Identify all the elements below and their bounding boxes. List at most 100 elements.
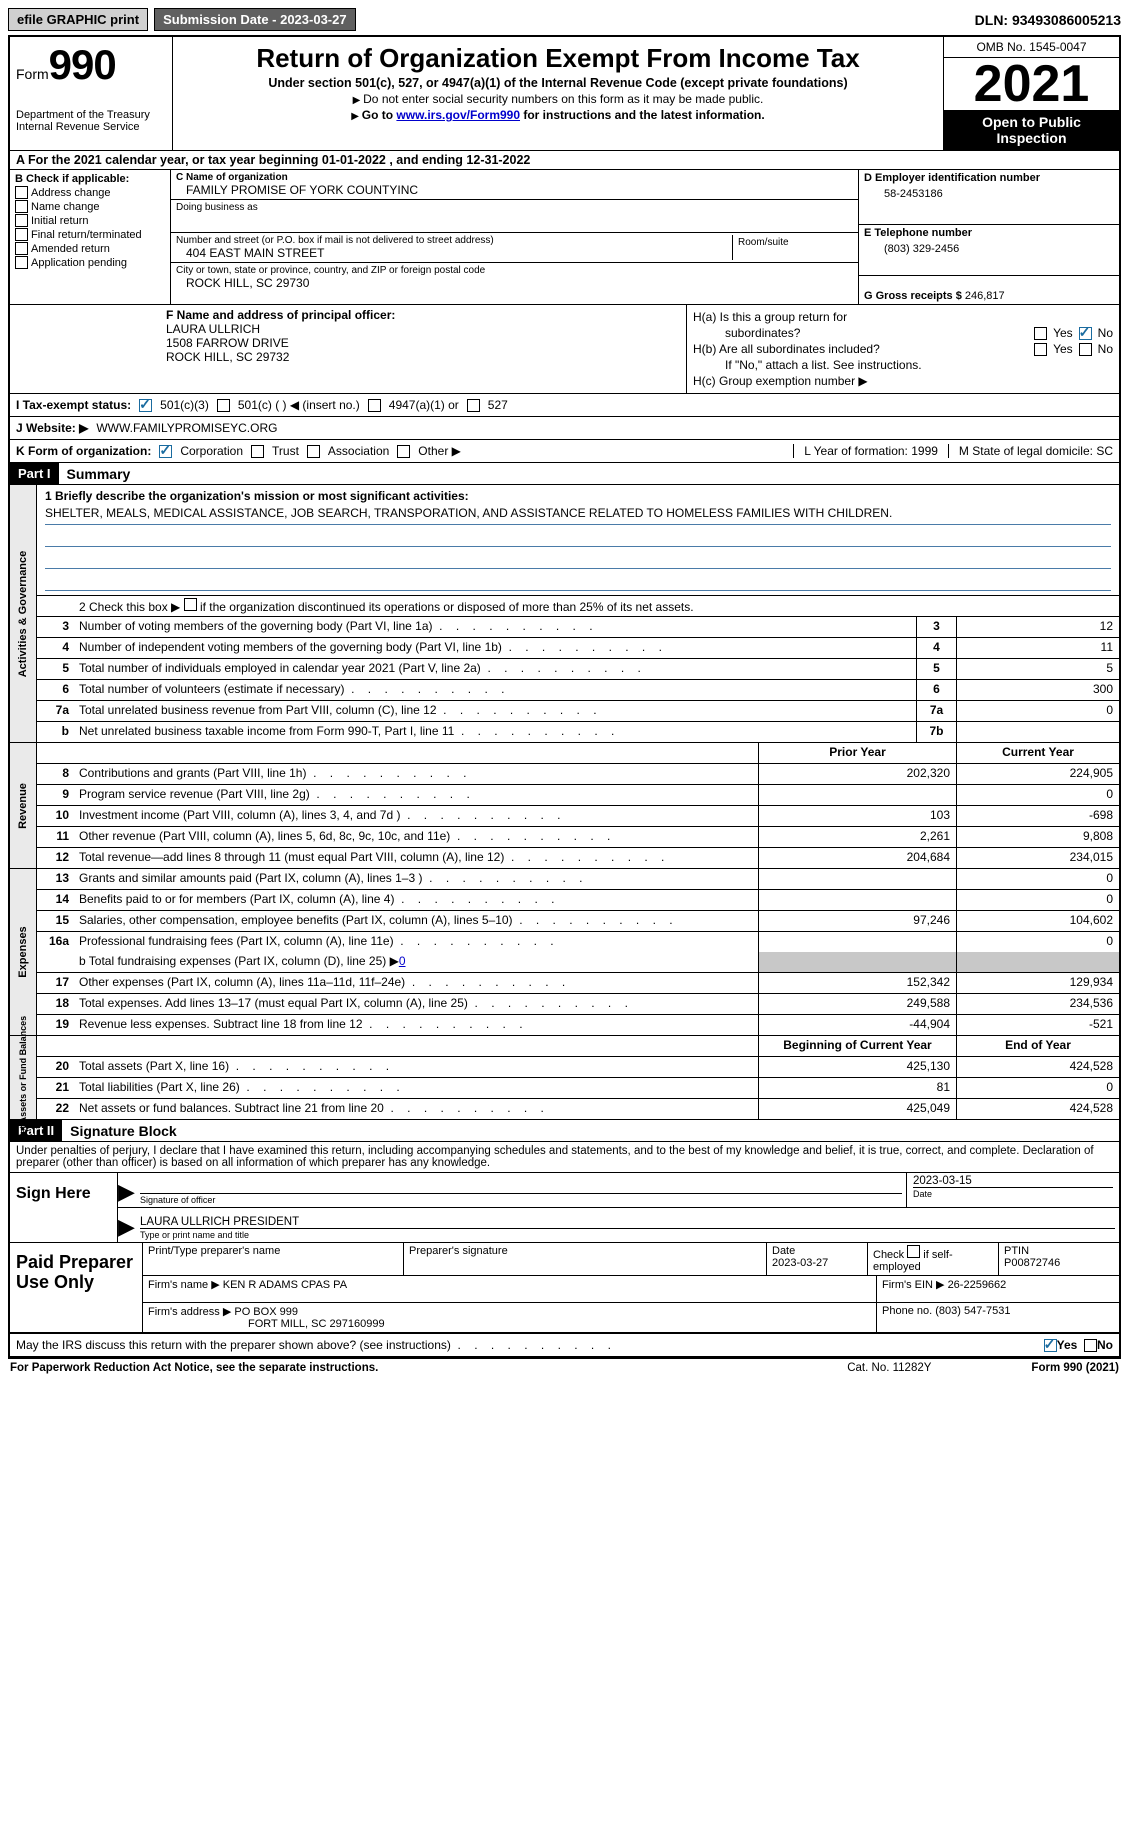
checkbox-501c[interactable]: [217, 399, 230, 412]
checkbox-hb-no[interactable]: [1079, 343, 1092, 356]
officer-name-title: LAURA ULLRICH PRESIDENT: [140, 1210, 1115, 1228]
table-row: 6 Total number of volunteers (estimate i…: [37, 680, 1119, 701]
gross-label: G Gross receipts $: [864, 290, 962, 302]
table-row: 19 Revenue less expenses. Subtract line …: [37, 1015, 1119, 1035]
prep-date: 2023-03-27: [772, 1257, 828, 1269]
arrow-icon: ▶: [118, 1208, 136, 1242]
table-row: b Net unrelated business taxable income …: [37, 722, 1119, 742]
table-row: 10 Investment income (Part VIII, column …: [37, 806, 1119, 827]
form-header: Form990 Department of the Treasury Inter…: [10, 37, 1119, 151]
form-number: 990: [49, 41, 116, 88]
firm-phone: (803) 547-7531: [935, 1305, 1010, 1317]
table-row: 22 Net assets or fund balances. Subtract…: [37, 1099, 1119, 1119]
checkbox-app-pending[interactable]: [15, 256, 28, 269]
table-row: 13 Grants and similar amounts paid (Part…: [37, 869, 1119, 890]
dept-treasury: Department of the Treasury: [16, 109, 166, 121]
officer-addr1: 1508 FARROW DRIVE: [166, 336, 680, 350]
room-label: Room/suite: [738, 237, 848, 248]
part-ii-header: Part II Signature Block: [10, 1120, 1119, 1142]
checkbox-final-return[interactable]: [15, 228, 28, 241]
col-prior-year: Prior Year: [758, 743, 956, 763]
paid-preparer-label: Paid Preparer Use Only: [10, 1243, 143, 1332]
discuss-row: May the IRS discuss this return with the…: [10, 1333, 1119, 1357]
form-label: Form: [16, 66, 49, 82]
website-row: J Website: ▶ WWW.FAMILYPROMISEYC.ORG: [10, 417, 1119, 440]
dba-label: Doing business as: [176, 202, 853, 213]
city-state-zip: ROCK HILL, SC 29730: [176, 276, 853, 290]
checkbox-address-change[interactable]: [15, 186, 28, 199]
checkbox-initial-return[interactable]: [15, 214, 28, 227]
irs-link[interactable]: www.irs.gov/Form990: [396, 108, 520, 122]
form-of-org-row: K Form of organization: Corporation Trus…: [10, 440, 1119, 463]
irs-label: Internal Revenue Service: [16, 121, 166, 133]
goto-note: Go to www.irs.gov/Form990 for instructio…: [181, 108, 935, 122]
group-exemption: H(c) Group exemption number ▶: [693, 374, 868, 388]
ptin: P00872746: [1004, 1257, 1060, 1269]
table-row: 15 Salaries, other compensation, employe…: [37, 911, 1119, 932]
officer-group-row: F Name and address of principal officer:…: [10, 305, 1119, 394]
addr-label: Number and street (or P.O. box if mail i…: [176, 235, 732, 246]
part-i-header: Part I Summary: [10, 463, 1119, 485]
officer-name: LAURA ULLRICH: [166, 322, 680, 336]
arrow-icon: ▶: [118, 1173, 136, 1207]
col-begin-year: Beginning of Current Year: [758, 1036, 956, 1056]
side-revenue: Revenue: [10, 743, 37, 868]
table-row: 8 Contributions and grants (Part VIII, l…: [37, 764, 1119, 785]
checkbox-amended[interactable]: [15, 242, 28, 255]
checkbox-527[interactable]: [467, 399, 480, 412]
checkbox-ha-no[interactable]: [1079, 327, 1092, 340]
section-a: A For the 2021 calendar year, or tax yea…: [10, 151, 1119, 170]
firm-ein: 26-2259662: [948, 1279, 1007, 1291]
table-row: 14 Benefits paid to or for members (Part…: [37, 890, 1119, 911]
table-row: 7a Total unrelated business revenue from…: [37, 701, 1119, 722]
firm-addr: PO BOX 999: [234, 1306, 298, 1318]
ssn-note: Do not enter social security numbers on …: [181, 92, 935, 106]
table-row: 11 Other revenue (Part VIII, column (A),…: [37, 827, 1119, 848]
side-activities: Activities & Governance: [10, 485, 37, 742]
line-2: 2 Check this box ▶ if the organization d…: [75, 596, 1119, 616]
table-row: 20 Total assets (Part X, line 16) 425,13…: [37, 1057, 1119, 1078]
website-url: WWW.FAMILYPROMISEYC.ORG: [96, 421, 277, 435]
city-label: City or town, state or province, country…: [176, 265, 853, 276]
form-title: Return of Organization Exempt From Incom…: [181, 43, 935, 74]
table-row: 21 Total liabilities (Part X, line 26) 8…: [37, 1078, 1119, 1099]
mission-label: 1 Briefly describe the organization's mi…: [45, 489, 1111, 503]
efile-print-button[interactable]: efile GRAPHIC print: [8, 8, 148, 31]
checkbox-hb-yes[interactable]: [1034, 343, 1047, 356]
side-expenses: Expenses: [10, 869, 37, 1035]
checkbox-ha-yes[interactable]: [1034, 327, 1047, 340]
top-bar: efile GRAPHIC print Submission Date - 20…: [8, 8, 1121, 31]
sign-here-label: Sign Here: [10, 1173, 118, 1242]
table-row: 18 Total expenses. Add lines 13–17 (must…: [37, 994, 1119, 1015]
year-formation: L Year of formation: 1999: [793, 444, 938, 458]
checkbox-501c3[interactable]: [139, 399, 152, 412]
phone: (803) 329-2456: [864, 239, 1114, 255]
dln: DLN: 93493086005213: [975, 12, 1121, 28]
officer-label: F Name and address of principal officer:: [166, 308, 680, 322]
checkbox-discuss-no[interactable]: [1084, 1339, 1097, 1352]
table-row: 17 Other expenses (Part IX, column (A), …: [37, 973, 1119, 994]
col-end-year: End of Year: [956, 1036, 1119, 1056]
col-current-year: Current Year: [956, 743, 1119, 763]
table-row: 5 Total number of individuals employed i…: [37, 659, 1119, 680]
table-row: 3 Number of voting members of the govern…: [37, 617, 1119, 638]
officer-addr2: ROCK HILL, SC 29732: [166, 350, 680, 364]
table-row: 12 Total revenue—add lines 8 through 11 …: [37, 848, 1119, 868]
checkbox-other[interactable]: [397, 445, 410, 458]
name-title-label: Type or print name and title: [140, 1228, 1115, 1240]
checkbox-self-employed[interactable]: [907, 1245, 920, 1258]
checkbox-corp[interactable]: [159, 445, 172, 458]
checkbox-trust[interactable]: [251, 445, 264, 458]
table-row: 9 Program service revenue (Part VIII, li…: [37, 785, 1119, 806]
tax-status-row: I Tax-exempt status: 501(c)(3) 501(c) ( …: [10, 394, 1119, 417]
mission-text: SHELTER, MEALS, MEDICAL ASSISTANCE, JOB …: [45, 506, 1111, 525]
checkbox-discuss-yes[interactable]: [1044, 1339, 1057, 1352]
submission-date-button[interactable]: Submission Date - 2023-03-27: [154, 8, 356, 31]
checkbox-discontinued[interactable]: [184, 598, 197, 611]
ein: 58-2453186: [864, 184, 1114, 200]
checkbox-4947[interactable]: [368, 399, 381, 412]
perjury-statement: Under penalties of perjury, I declare th…: [10, 1142, 1119, 1173]
open-to-public: Open to Public Inspection: [944, 110, 1119, 150]
checkbox-name-change[interactable]: [15, 200, 28, 213]
checkbox-assoc[interactable]: [307, 445, 320, 458]
